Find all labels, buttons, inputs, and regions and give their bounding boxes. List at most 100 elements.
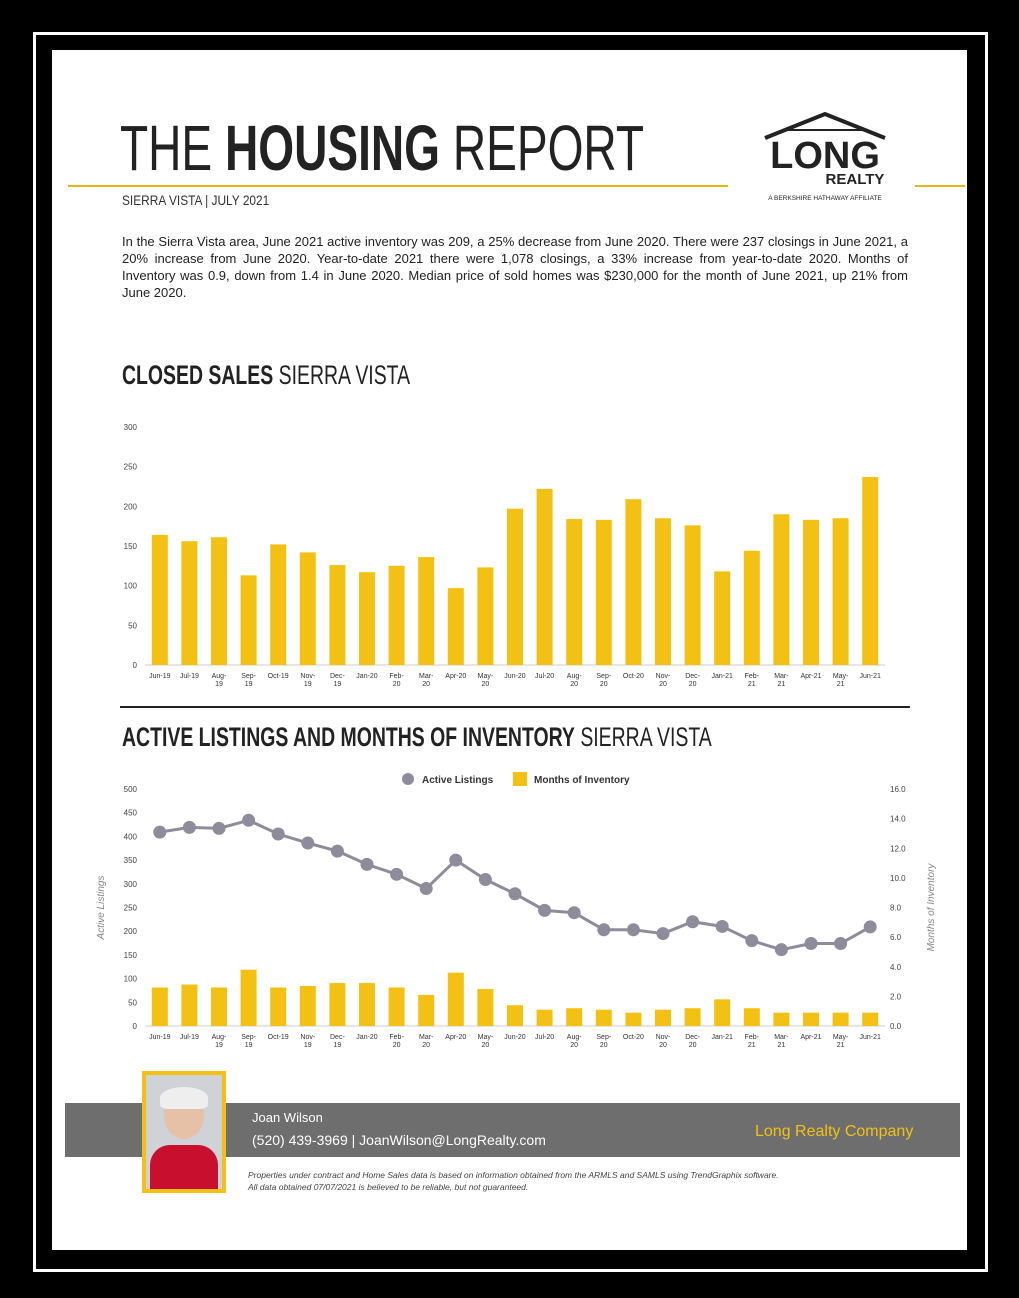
x-tick-label: Nov-20 [655, 1034, 671, 1049]
bar [625, 1012, 642, 1026]
x-tick-label: May-21 [832, 1034, 849, 1049]
x-tick-label: May-20 [477, 1034, 494, 1049]
y-tick-label: 250 [124, 904, 138, 913]
bar [477, 567, 494, 665]
bar [211, 537, 227, 665]
bar [625, 499, 642, 665]
bar [388, 565, 405, 665]
x-tick-label: Mar-21 [774, 1034, 789, 1049]
y-tick-label: 200 [124, 502, 138, 511]
bar [359, 572, 375, 665]
bar [418, 994, 435, 1026]
bar [714, 999, 731, 1026]
bar [181, 984, 198, 1026]
x-tick-label: May-20 [477, 673, 494, 688]
frame [33, 32, 988, 1272]
x-tick-label: Oct-19 [267, 673, 289, 680]
logo-sub: REALTY [826, 171, 885, 188]
x-tick-label: Mar-21 [774, 673, 789, 688]
report-title: THE HOUSING REPORT [120, 112, 848, 184]
x-tick-label: Apr-20 [445, 673, 467, 680]
x-tick-label: Jan-20 [356, 673, 378, 680]
x-tick-label: Dec-20 [685, 1034, 700, 1049]
bar [684, 1008, 701, 1026]
bar [655, 1009, 671, 1026]
photo-hair [160, 1087, 208, 1109]
x-tick-label: Mar-20 [418, 1034, 434, 1049]
y-tick-label: 200 [124, 927, 138, 936]
x-tick-label: May-21 [832, 673, 849, 688]
bar [566, 1008, 583, 1026]
bar [743, 550, 760, 665]
bar [418, 557, 435, 665]
title-prefix: THE [120, 112, 213, 184]
point [656, 927, 670, 941]
bar [773, 514, 790, 665]
bar [803, 1012, 819, 1026]
y-tick-label: 150 [124, 542, 138, 551]
y-tick-label: 400 [124, 832, 138, 841]
bar [507, 508, 523, 665]
x-tick-label: Oct-19 [267, 1034, 289, 1041]
bar [447, 972, 464, 1026]
chart-subtitle: SIERRA VISTA [278, 360, 411, 390]
y-tick-label: 100 [124, 582, 138, 591]
y-tick-label: 4.0 [890, 963, 902, 972]
point [745, 934, 759, 948]
x-tick-label: Dec-19 [330, 1034, 345, 1049]
photo-shirt [150, 1145, 218, 1189]
x-tick-label: Feb-20 [389, 673, 404, 688]
point [715, 919, 729, 933]
bar [862, 476, 879, 665]
chart-title: ACTIVE LISTINGS AND MONTHS OF INVENTORY [122, 722, 575, 752]
bar [299, 552, 316, 665]
legend-marker [402, 773, 414, 785]
bar [566, 519, 583, 665]
agent-contact: (520) 439-3969 | JoanWilson@LongRealty.c… [252, 1132, 546, 1148]
bar [536, 1009, 553, 1026]
logo-name: LONG [770, 135, 880, 177]
y-tick-label: 300 [124, 880, 138, 889]
point [153, 825, 167, 839]
logo-tagline: A BERKSHIRE HATHAWAY AFFILIATE [768, 195, 882, 202]
disclaimer: All data obtained 07/07/2021 is believed… [248, 1182, 529, 1192]
y-tick-label: 500 [124, 785, 138, 794]
subtitle-text: SIERRA VISTA | JULY 2021 [122, 192, 270, 208]
title-emphasis: HOUSING [224, 112, 441, 184]
legend-label: Months of Inventory [534, 775, 630, 786]
x-tick-label: Jul-20 [535, 673, 555, 680]
x-tick-label: Jul-20 [535, 1034, 555, 1041]
y-tick-label: 450 [124, 809, 138, 818]
y-tick-label: 16.0 [890, 785, 906, 794]
y-tick-label: 14.0 [890, 815, 906, 824]
bar [447, 588, 464, 665]
bar [743, 1008, 760, 1026]
bar [684, 525, 701, 665]
x-tick-label: Jan-21 [711, 1034, 733, 1041]
x-tick-label: Aug-19 [211, 673, 227, 688]
bar [832, 518, 849, 665]
point [182, 820, 196, 834]
x-tick-label: Sep-20 [596, 673, 612, 688]
y-tick-label: 10.0 [890, 874, 906, 883]
x-tick-label: Feb-21 [744, 1034, 759, 1049]
y-tick-label: 0 [133, 661, 138, 670]
x-tick-label: Feb-20 [389, 1034, 404, 1049]
x-tick-label: Apr-21 [800, 1034, 822, 1041]
x-tick-label: Sep-19 [241, 1034, 256, 1049]
bar [329, 565, 346, 665]
x-tick-label: Nov-20 [655, 673, 671, 688]
bar [862, 1012, 879, 1026]
bar [270, 544, 287, 665]
bar [299, 986, 316, 1026]
bar [477, 988, 494, 1026]
y-tick-label: 50 [128, 998, 137, 1007]
title-suffix: REPORT [452, 112, 645, 184]
chart-heading: ACTIVE LISTINGS AND MONTHS OF INVENTORY … [122, 722, 941, 753]
point [449, 853, 463, 867]
bar [832, 1012, 849, 1026]
y-axis-label: Active Listings [96, 876, 107, 941]
x-tick-label: Jan-21 [711, 673, 733, 680]
